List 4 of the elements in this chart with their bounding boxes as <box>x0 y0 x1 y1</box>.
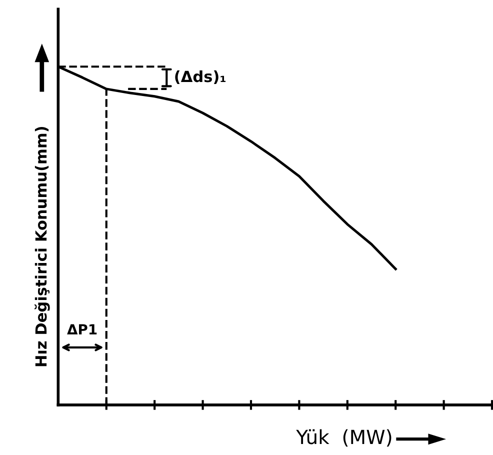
annotation: ΔP1 <box>67 324 97 334</box>
x-axis-title: Yük (MW) <box>296 429 392 447</box>
y-axis-title: Hız Değiştirici Konumu(mm) <box>34 126 50 366</box>
annotation: (Δds)₁ <box>175 70 226 84</box>
